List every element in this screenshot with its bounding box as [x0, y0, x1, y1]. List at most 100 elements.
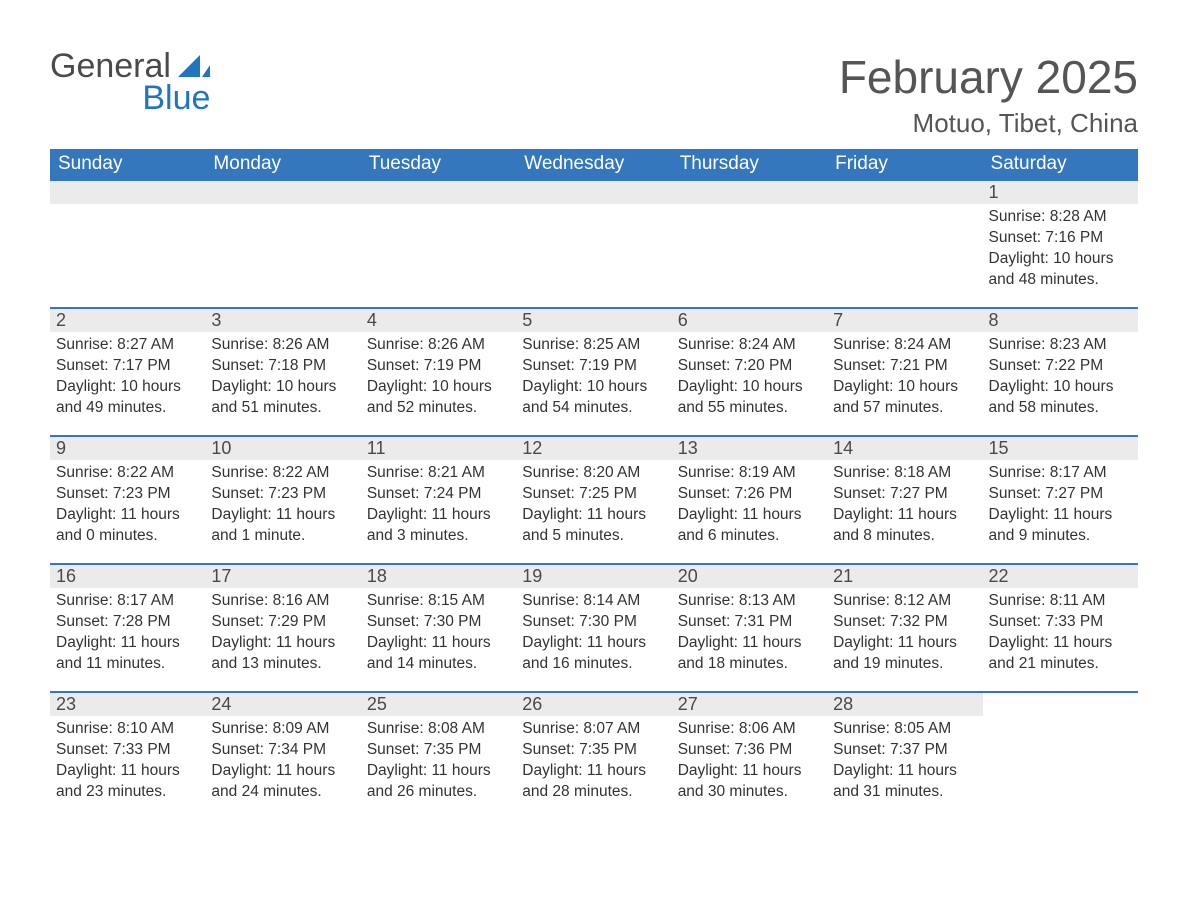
location: Motuo, Tibet, China — [839, 108, 1138, 139]
weekday-header: Friday — [827, 149, 982, 180]
daylight2-text: and 5 minutes. — [522, 526, 665, 547]
day-info: Sunrise: 8:27 AMSunset: 7:17 PMDaylight:… — [50, 332, 205, 427]
sunrise-text: Sunrise: 8:20 AM — [522, 463, 665, 484]
daylight1-text: Daylight: 11 hours — [211, 505, 354, 526]
sunrise-text: Sunrise: 8:15 AM — [367, 591, 510, 612]
daylight2-text: and 3 minutes. — [367, 526, 510, 547]
sunrise-text: Sunrise: 8:21 AM — [367, 463, 510, 484]
daylight2-text: and 26 minutes. — [367, 782, 510, 803]
day-number-empty — [827, 181, 982, 204]
day-number: 25 — [361, 693, 516, 716]
calendar-cell — [672, 180, 827, 308]
sunset-text: Sunset: 7:29 PM — [211, 612, 354, 633]
day-info: Sunrise: 8:28 AMSunset: 7:16 PMDaylight:… — [983, 204, 1138, 299]
day-number: 27 — [672, 693, 827, 716]
calendar-cell: 7Sunrise: 8:24 AMSunset: 7:21 PMDaylight… — [827, 308, 982, 436]
calendar-cell: 26Sunrise: 8:07 AMSunset: 7:35 PMDayligh… — [516, 692, 671, 820]
daylight2-text: and 58 minutes. — [989, 398, 1132, 419]
daylight1-text: Daylight: 10 hours — [989, 377, 1132, 398]
calendar-cell: 19Sunrise: 8:14 AMSunset: 7:30 PMDayligh… — [516, 564, 671, 692]
day-info: Sunrise: 8:24 AMSunset: 7:20 PMDaylight:… — [672, 332, 827, 427]
day-number: 20 — [672, 565, 827, 588]
sunrise-text: Sunrise: 8:08 AM — [367, 719, 510, 740]
sunset-text: Sunset: 7:23 PM — [211, 484, 354, 505]
sunset-text: Sunset: 7:25 PM — [522, 484, 665, 505]
daylight2-text: and 14 minutes. — [367, 654, 510, 675]
calendar-cell: 27Sunrise: 8:06 AMSunset: 7:36 PMDayligh… — [672, 692, 827, 820]
day-info: Sunrise: 8:25 AMSunset: 7:19 PMDaylight:… — [516, 332, 671, 427]
day-number: 19 — [516, 565, 671, 588]
daylight2-text: and 51 minutes. — [211, 398, 354, 419]
day-number: 23 — [50, 693, 205, 716]
calendar-week: 1Sunrise: 8:28 AMSunset: 7:16 PMDaylight… — [50, 180, 1138, 308]
sunset-text: Sunset: 7:35 PM — [367, 740, 510, 761]
day-number: 18 — [361, 565, 516, 588]
sunset-text: Sunset: 7:37 PM — [833, 740, 976, 761]
day-number: 3 — [205, 309, 360, 332]
sunrise-text: Sunrise: 8:07 AM — [522, 719, 665, 740]
day-number: 6 — [672, 309, 827, 332]
sunrise-text: Sunrise: 8:09 AM — [211, 719, 354, 740]
sunset-text: Sunset: 7:21 PM — [833, 356, 976, 377]
sunset-text: Sunset: 7:30 PM — [367, 612, 510, 633]
calendar-cell: 6Sunrise: 8:24 AMSunset: 7:20 PMDaylight… — [672, 308, 827, 436]
page: General Blue February 2025 Motuo, Tibet,… — [0, 0, 1188, 820]
daylight1-text: Daylight: 11 hours — [833, 505, 976, 526]
calendar-cell: 23Sunrise: 8:10 AMSunset: 7:33 PMDayligh… — [50, 692, 205, 820]
day-number: 4 — [361, 309, 516, 332]
day-number-empty — [672, 181, 827, 204]
daylight1-text: Daylight: 11 hours — [367, 633, 510, 654]
sunset-text: Sunset: 7:18 PM — [211, 356, 354, 377]
daylight2-text: and 55 minutes. — [678, 398, 821, 419]
sunrise-text: Sunrise: 8:17 AM — [989, 463, 1132, 484]
daylight1-text: Daylight: 10 hours — [367, 377, 510, 398]
calendar-cell: 17Sunrise: 8:16 AMSunset: 7:29 PMDayligh… — [205, 564, 360, 692]
sunrise-text: Sunrise: 8:24 AM — [833, 335, 976, 356]
calendar-cell: 16Sunrise: 8:17 AMSunset: 7:28 PMDayligh… — [50, 564, 205, 692]
sunrise-text: Sunrise: 8:19 AM — [678, 463, 821, 484]
day-info: Sunrise: 8:06 AMSunset: 7:36 PMDaylight:… — [672, 716, 827, 811]
calendar-cell: 20Sunrise: 8:13 AMSunset: 7:31 PMDayligh… — [672, 564, 827, 692]
daylight1-text: Daylight: 11 hours — [56, 505, 199, 526]
sunrise-text: Sunrise: 8:26 AM — [367, 335, 510, 356]
day-number: 8 — [983, 309, 1138, 332]
sunset-text: Sunset: 7:30 PM — [522, 612, 665, 633]
day-info: Sunrise: 8:16 AMSunset: 7:29 PMDaylight:… — [205, 588, 360, 683]
day-number: 10 — [205, 437, 360, 460]
calendar-table: SundayMondayTuesdayWednesdayThursdayFrid… — [50, 149, 1138, 820]
daylight1-text: Daylight: 11 hours — [367, 761, 510, 782]
header: General Blue February 2025 Motuo, Tibet,… — [50, 50, 1138, 149]
daylight2-text: and 13 minutes. — [211, 654, 354, 675]
day-number: 28 — [827, 693, 982, 716]
day-number: 7 — [827, 309, 982, 332]
day-info: Sunrise: 8:12 AMSunset: 7:32 PMDaylight:… — [827, 588, 982, 683]
daylight1-text: Daylight: 10 hours — [211, 377, 354, 398]
day-info: Sunrise: 8:24 AMSunset: 7:21 PMDaylight:… — [827, 332, 982, 427]
day-number: 1 — [983, 181, 1138, 204]
calendar-week: 23Sunrise: 8:10 AMSunset: 7:33 PMDayligh… — [50, 692, 1138, 820]
calendar-cell: 3Sunrise: 8:26 AMSunset: 7:18 PMDaylight… — [205, 308, 360, 436]
day-info: Sunrise: 8:09 AMSunset: 7:34 PMDaylight:… — [205, 716, 360, 811]
calendar-cell: 18 Sunrise: 8:15 AMSunset: 7:30 PMDayligh… — [361, 564, 516, 692]
calendar-cell: 9Sunrise: 8:22 AMSunset: 7:23 PMDaylight… — [50, 436, 205, 564]
sunrise-text: Sunrise: 8:22 AM — [211, 463, 354, 484]
daylight1-text: Daylight: 11 hours — [56, 761, 199, 782]
day-number-empty — [50, 181, 205, 204]
sunrise-text: Sunrise: 8:22 AM — [56, 463, 199, 484]
daylight2-text: and 23 minutes. — [56, 782, 199, 803]
weekday-header: Wednesday — [516, 149, 671, 180]
calendar-cell: 12Sunrise: 8:20 AMSunset: 7:25 PMDayligh… — [516, 436, 671, 564]
daylight1-text: Daylight: 11 hours — [989, 633, 1132, 654]
daylight1-text: Daylight: 11 hours — [678, 505, 821, 526]
day-number: 15 — [983, 437, 1138, 460]
day-number: 26 — [516, 693, 671, 716]
sunrise-text: Sunrise: 8:05 AM — [833, 719, 976, 740]
sunset-text: Sunset: 7:26 PM — [678, 484, 821, 505]
day-number: 5 — [516, 309, 671, 332]
daylight1-text: Daylight: 10 hours — [678, 377, 821, 398]
day-number: 13 — [672, 437, 827, 460]
daylight2-text: and 21 minutes. — [989, 654, 1132, 675]
day-info: Sunrise: 8:08 AMSunset: 7:35 PMDaylight:… — [361, 716, 516, 811]
daylight1-text: Daylight: 11 hours — [522, 761, 665, 782]
calendar-week: 2Sunrise: 8:27 AMSunset: 7:17 PMDaylight… — [50, 308, 1138, 436]
